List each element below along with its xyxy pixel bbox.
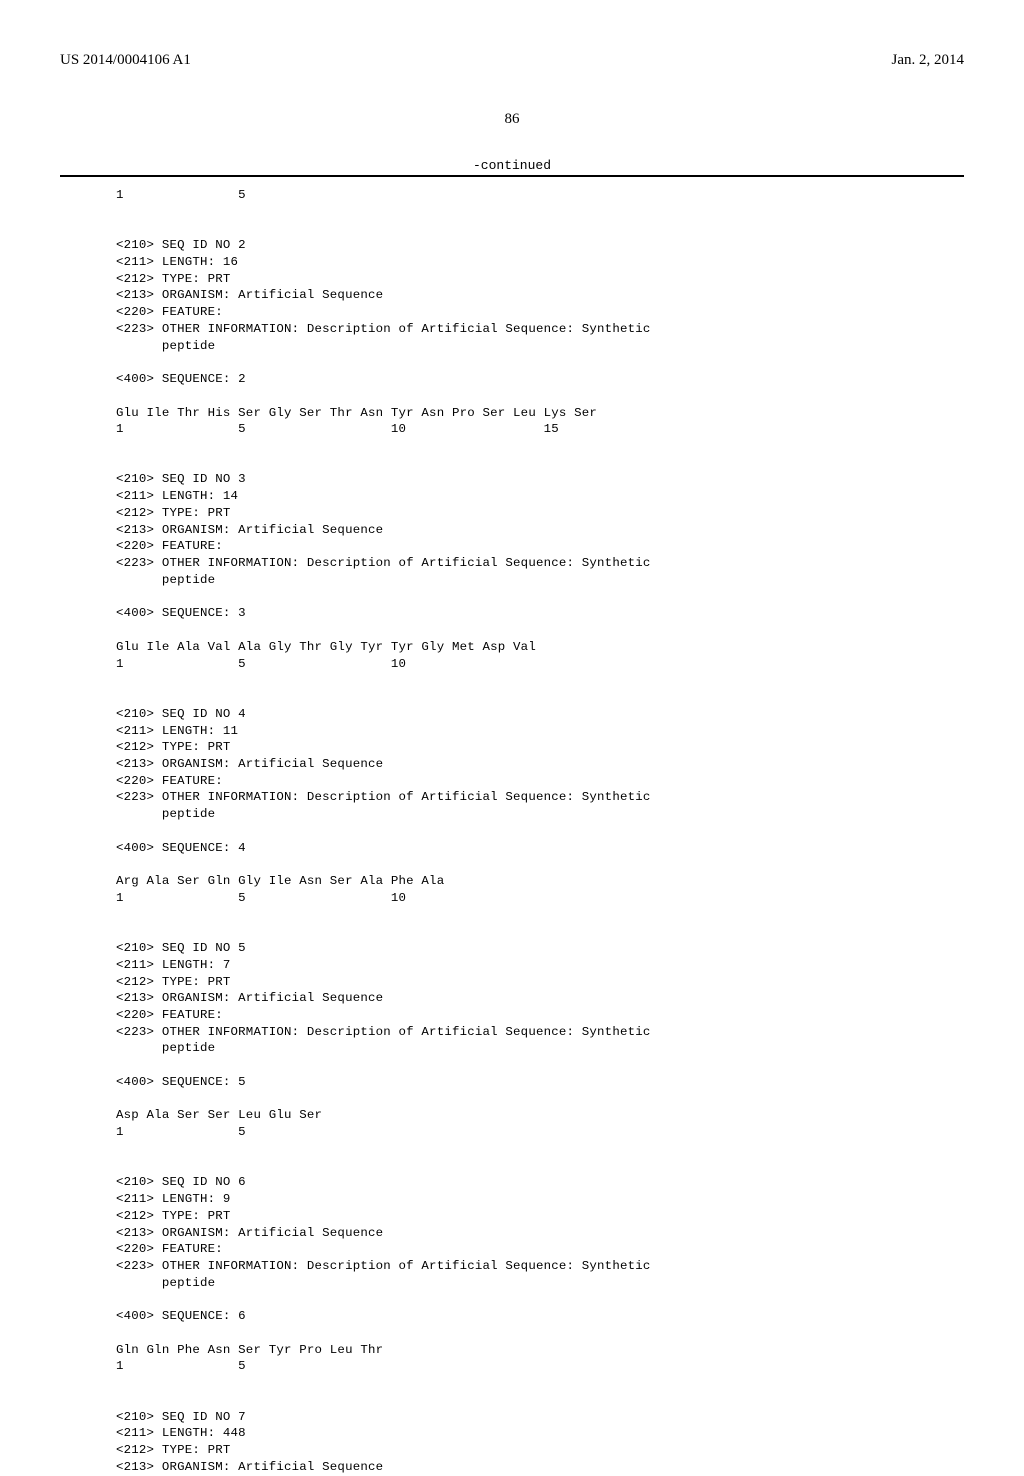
listing-line: peptide [116, 1040, 964, 1057]
listing-line: <400> SEQUENCE: 5 [116, 1074, 964, 1091]
listing-line: <211> LENGTH: 11 [116, 723, 964, 740]
listing-line [116, 672, 964, 689]
listing-line [116, 923, 964, 940]
page-header: US 2014/0004106 A1 Jan. 2, 2014 [60, 52, 964, 69]
listing-line: <213> ORGANISM: Artificial Sequence [116, 756, 964, 773]
listing-line: 1 5 [116, 1358, 964, 1375]
listing-line: 1 5 10 [116, 656, 964, 673]
listing-line: Asp Ala Ser Ser Leu Glu Ser [116, 1107, 964, 1124]
listing-line: <213> ORGANISM: Artificial Sequence [116, 990, 964, 1007]
listing-line: <212> TYPE: PRT [116, 505, 964, 522]
listing-line: Glu Ile Thr His Ser Gly Ser Thr Asn Tyr … [116, 405, 964, 422]
listing-line [116, 388, 964, 405]
listing-line: <223> OTHER INFORMATION: Description of … [116, 789, 964, 806]
listing-line: Arg Ala Ser Gln Gly Ile Asn Ser Ala Phe … [116, 873, 964, 890]
listing-line: <220> FEATURE: [116, 1241, 964, 1258]
publication-date: Jan. 2, 2014 [892, 52, 965, 69]
listing-line: <223> OTHER INFORMATION: Description of … [116, 555, 964, 572]
listing-line [116, 907, 964, 924]
listing-line [116, 1158, 964, 1175]
listing-line [116, 1057, 964, 1074]
page-number: 86 [60, 111, 964, 128]
continued-label: -continued [60, 158, 964, 173]
listing-line: <400> SEQUENCE: 2 [116, 371, 964, 388]
listing-line [116, 1091, 964, 1108]
listing-line: peptide [116, 338, 964, 355]
listing-line: <212> TYPE: PRT [116, 1208, 964, 1225]
listing-line: <212> TYPE: PRT [116, 739, 964, 756]
listing-line [116, 455, 964, 472]
listing-line: <223> OTHER INFORMATION: Description of … [116, 321, 964, 338]
listing-line: <211> LENGTH: 448 [116, 1425, 964, 1442]
listing-line [116, 689, 964, 706]
listing-line: <210> SEQ ID NO 5 [116, 940, 964, 957]
listing-line: <213> ORGANISM: Artificial Sequence [116, 522, 964, 539]
listing-line: <210> SEQ ID NO 2 [116, 237, 964, 254]
listing-line: <223> OTHER INFORMATION: Description of … [116, 1258, 964, 1275]
listing-line [116, 204, 964, 221]
listing-line: <210> SEQ ID NO 4 [116, 706, 964, 723]
listing-line: <220> FEATURE: [116, 1007, 964, 1024]
listing-line: <220> FEATURE: [116, 538, 964, 555]
listing-line: <400> SEQUENCE: 4 [116, 840, 964, 857]
listing-line: <211> LENGTH: 14 [116, 488, 964, 505]
listing-line: <212> TYPE: PRT [116, 271, 964, 288]
listing-line: peptide [116, 806, 964, 823]
listing-line [116, 1291, 964, 1308]
listing-line [116, 1141, 964, 1158]
listing-line [116, 438, 964, 455]
listing-line: 1 5 [116, 187, 964, 204]
listing-line: <210> SEQ ID NO 7 [116, 1409, 964, 1426]
listing-line [116, 354, 964, 371]
section-rule-top [60, 175, 964, 177]
listing-line [116, 1392, 964, 1409]
publication-number: US 2014/0004106 A1 [60, 52, 191, 69]
listing-line: <212> TYPE: PRT [116, 1442, 964, 1459]
listing-line: <220> FEATURE: [116, 304, 964, 321]
listing-line: <210> SEQ ID NO 3 [116, 471, 964, 488]
listing-line: <400> SEQUENCE: 3 [116, 605, 964, 622]
listing-line [116, 856, 964, 873]
listing-line: <211> LENGTH: 9 [116, 1191, 964, 1208]
listing-line: <400> SEQUENCE: 6 [116, 1308, 964, 1325]
listing-line: 1 5 10 15 [116, 421, 964, 438]
listing-line: <212> TYPE: PRT [116, 974, 964, 991]
listing-line [116, 589, 964, 606]
listing-line: <213> ORGANISM: Artificial Sequence [116, 287, 964, 304]
listing-line: Glu Ile Ala Val Ala Gly Thr Gly Tyr Tyr … [116, 639, 964, 656]
listing-line: <211> LENGTH: 16 [116, 254, 964, 271]
listing-line: <213> ORGANISM: Artificial Sequence [116, 1459, 964, 1476]
sequence-listing: 1 5 <210> SEQ ID NO 2<211> LENGTH: 16<21… [60, 187, 964, 1476]
listing-line [116, 220, 964, 237]
listing-line [116, 1375, 964, 1392]
listing-line: <213> ORGANISM: Artificial Sequence [116, 1225, 964, 1242]
listing-line: <211> LENGTH: 7 [116, 957, 964, 974]
listing-line: <220> FEATURE: [116, 773, 964, 790]
listing-line: <223> OTHER INFORMATION: Description of … [116, 1024, 964, 1041]
listing-line [116, 1325, 964, 1342]
listing-line [116, 622, 964, 639]
listing-line: peptide [116, 572, 964, 589]
listing-line [116, 823, 964, 840]
listing-line: 1 5 10 [116, 890, 964, 907]
listing-line: Gln Gln Phe Asn Ser Tyr Pro Leu Thr [116, 1342, 964, 1359]
listing-line: 1 5 [116, 1124, 964, 1141]
listing-line: <210> SEQ ID NO 6 [116, 1174, 964, 1191]
listing-line: peptide [116, 1275, 964, 1292]
